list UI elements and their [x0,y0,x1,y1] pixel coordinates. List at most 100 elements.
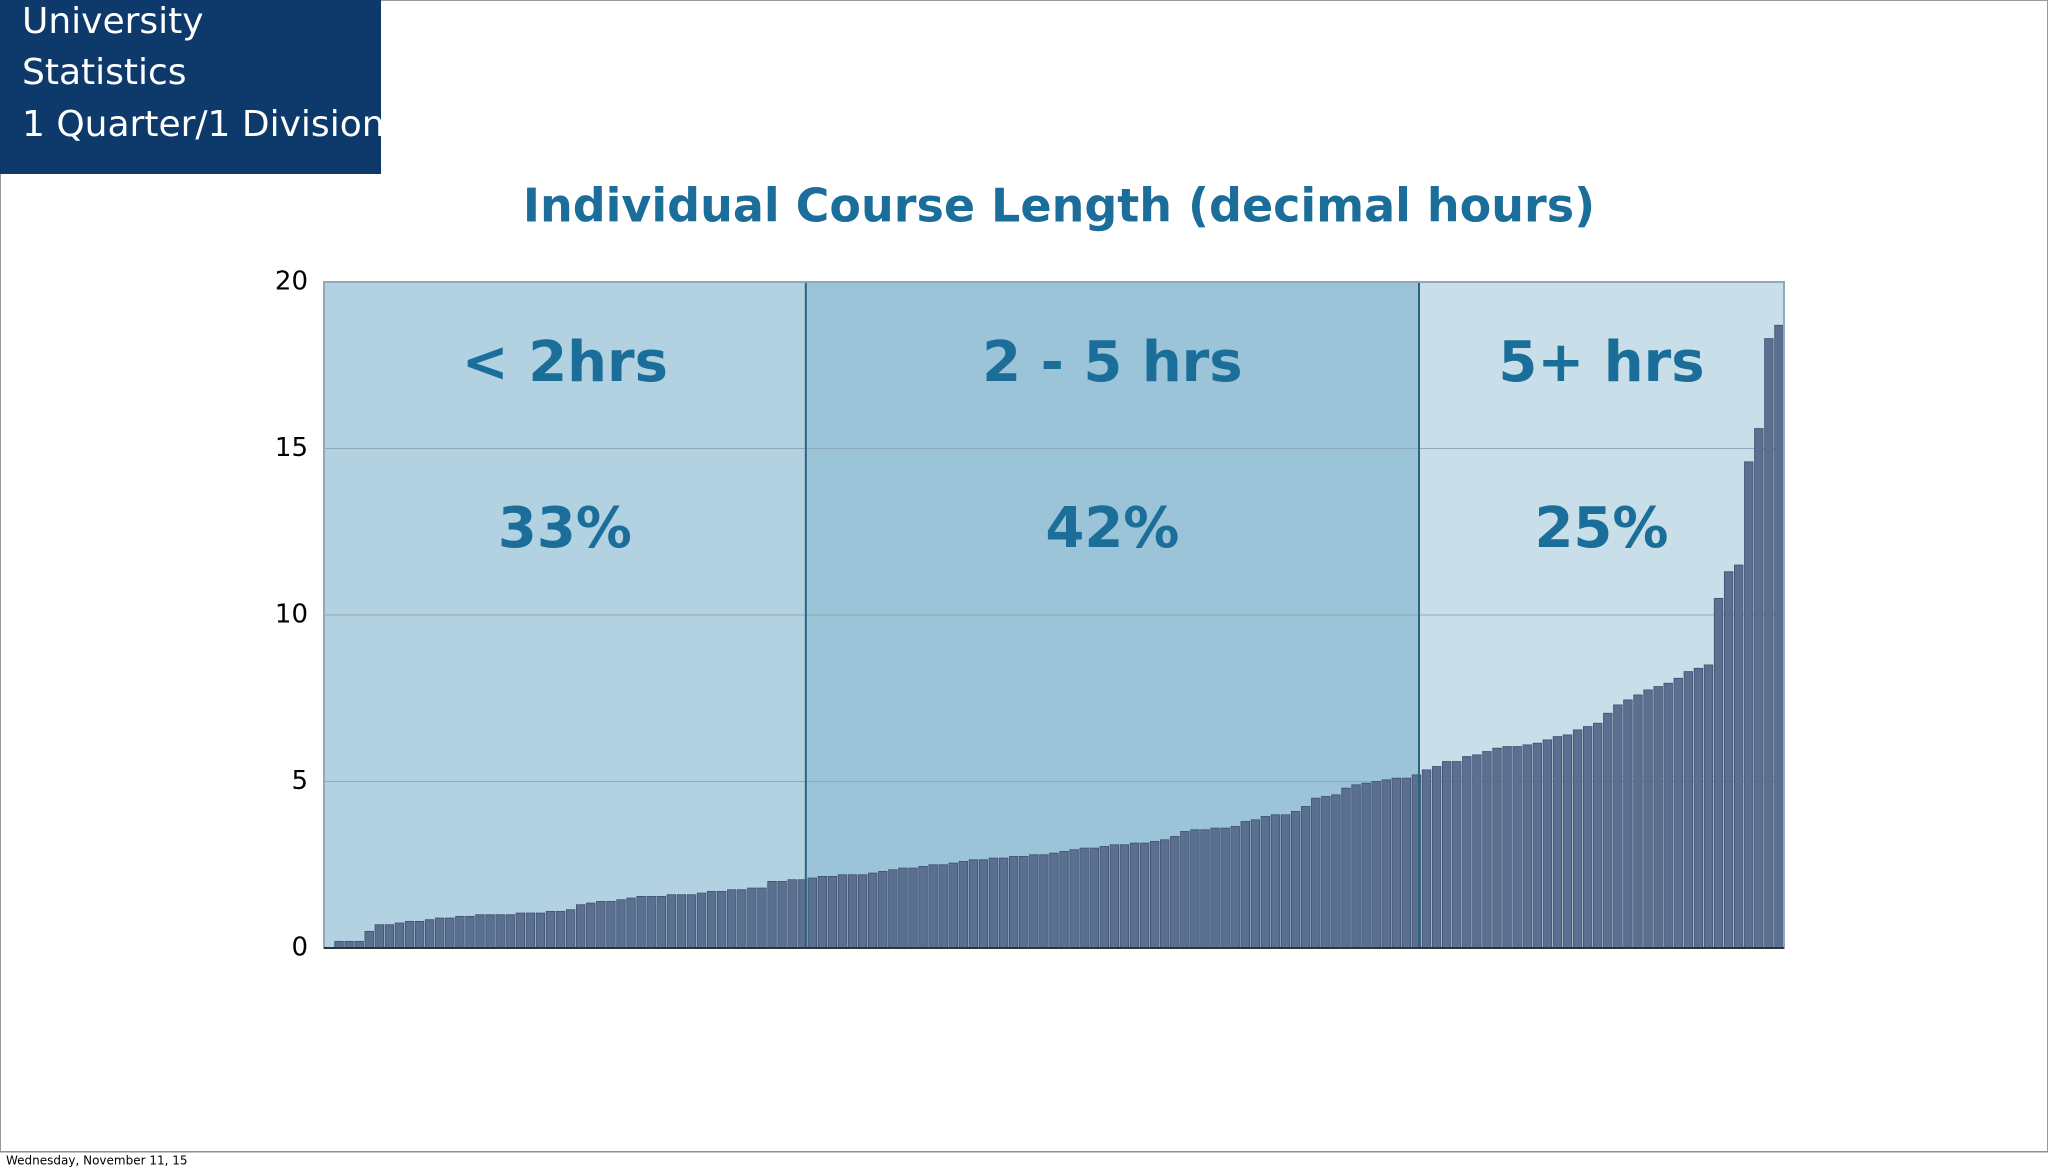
bar [545,910,556,949]
bar [1431,766,1442,949]
bar [807,877,817,949]
bar [1653,686,1663,949]
bar [1059,851,1069,949]
bar [716,890,727,949]
bar [1502,746,1512,949]
bar [414,920,425,949]
bar [1683,671,1694,949]
bar [1643,689,1653,949]
bar [1703,664,1714,949]
bar [1180,831,1190,949]
bar [445,917,455,949]
bar [908,867,918,949]
bar [847,874,858,949]
bar [455,915,465,949]
bar [1552,736,1563,949]
bar [747,887,757,949]
bar [1311,797,1321,949]
bar [1512,746,1522,949]
bar [1744,461,1754,949]
bar [817,876,828,949]
bar [1321,796,1331,949]
bar [1039,854,1049,949]
band-share: 25% [1534,496,1668,561]
bar [1250,819,1261,949]
bar [1482,751,1492,949]
bar [576,904,586,949]
bar [998,857,1009,949]
bar [555,910,566,949]
bar [686,894,697,949]
bar [374,924,384,949]
bar [1441,761,1452,949]
bar [616,899,626,949]
bar [1562,734,1573,949]
bar [948,862,958,949]
bar [1089,847,1099,949]
bar [485,914,495,949]
bar [1149,841,1160,949]
bar [1351,784,1361,949]
bar [1472,754,1482,949]
bar [636,895,646,949]
bar [1240,821,1250,949]
bar [968,859,979,949]
bar [958,861,969,949]
bar [1774,324,1784,949]
bar [1029,854,1039,949]
bar [656,895,666,949]
bar [495,914,505,949]
bar [1663,682,1673,949]
bar [1381,779,1391,949]
bar [1452,761,1462,949]
bar [1542,739,1553,949]
bar [1290,811,1301,949]
y-tick-label: 15 [275,433,308,463]
band-share: 33% [498,496,632,561]
bar [1723,571,1734,949]
bar [1764,338,1774,949]
bar [1633,694,1643,949]
bar [666,894,677,949]
bar [1129,842,1140,949]
bar [1280,814,1291,949]
bar [868,872,878,949]
footer-date: Wednesday, November 11, 15 [6,1154,188,1168]
bar [988,857,999,949]
bar [1220,827,1230,949]
bar [898,867,908,949]
y-tick-label: 5 [291,766,308,796]
bar [1160,839,1170,949]
bar [606,900,616,949]
bar [1713,597,1724,949]
band-name: 2 - 5 hrs [982,330,1242,395]
bar [1582,726,1593,949]
bar [857,874,868,949]
chart-title: Individual Course Length (decimal hours) [523,179,1595,233]
bar [1210,827,1220,949]
bar [878,871,888,949]
bar [1301,806,1311,949]
bar [465,915,475,949]
bar [737,889,747,949]
bar [1341,787,1351,949]
bar [586,902,596,949]
bar [1260,816,1271,949]
bar [1069,849,1079,949]
bar [1019,856,1029,949]
bar [727,889,737,949]
bar [978,859,989,949]
bar [364,930,374,949]
header-line: 1 Quarter/1 Division [22,104,385,145]
bar [787,879,797,949]
bar [1270,814,1281,949]
bar [565,909,576,949]
bar [1119,844,1130,949]
bar [928,864,938,949]
band-name: < 2hrs [462,330,668,395]
bar [1371,781,1381,949]
bar [1462,756,1472,949]
y-tick-label: 0 [291,933,308,963]
